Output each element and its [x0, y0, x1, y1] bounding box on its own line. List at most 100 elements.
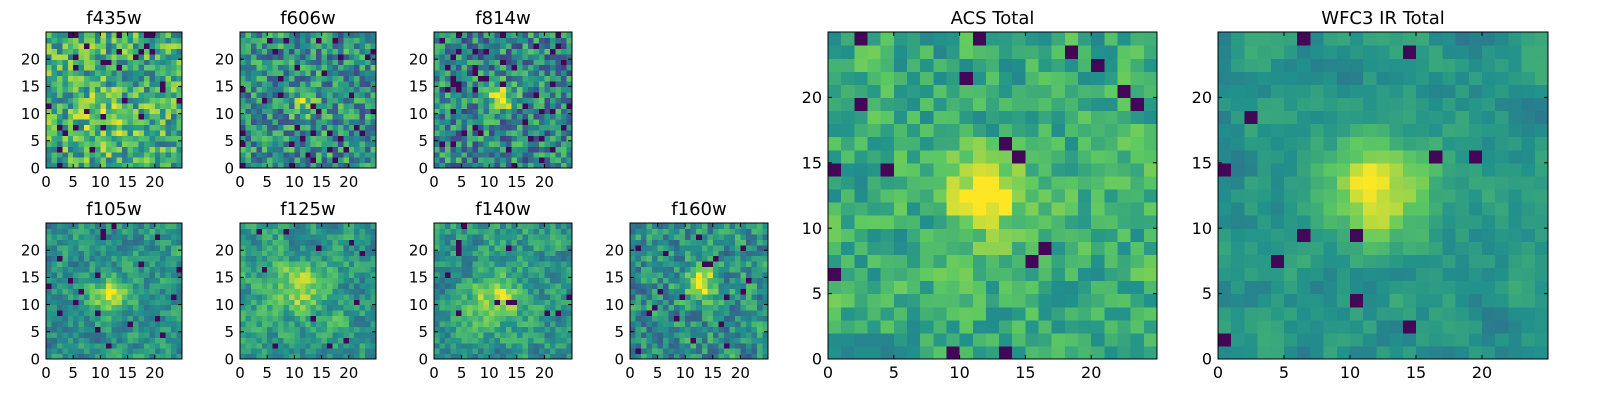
heatmap-cell — [690, 288, 697, 295]
heatmap-cell — [472, 315, 479, 322]
heatmap-cell — [321, 315, 328, 322]
heatmap-cell — [679, 348, 686, 355]
heatmap-cell — [89, 299, 96, 306]
heatmap-cell — [544, 331, 551, 338]
heatmap-cell — [734, 228, 741, 235]
heatmap-cell — [299, 53, 306, 60]
heatmap-cell — [343, 342, 350, 349]
heatmap-cell — [946, 188, 961, 203]
heatmap-cell — [690, 342, 697, 349]
heatmap-cell — [143, 59, 150, 66]
heatmap-cell — [1038, 280, 1053, 295]
heatmap-cell — [245, 299, 252, 306]
heatmap-cell — [160, 146, 167, 153]
heatmap-cell — [316, 102, 323, 109]
heatmap-cell — [160, 255, 167, 262]
y-tick-label: 15 — [605, 269, 624, 287]
chart-title: f105w — [86, 199, 141, 220]
heatmap-cell — [272, 223, 279, 230]
heatmap-cell — [461, 239, 468, 246]
heatmap-cell — [434, 228, 441, 235]
heatmap-cell — [668, 293, 675, 300]
heatmap-cell — [343, 113, 350, 120]
heatmap-cell — [707, 261, 714, 268]
heatmap-cell — [327, 86, 334, 93]
heatmap-cell — [646, 255, 653, 262]
heatmap-cell — [505, 157, 512, 164]
heatmap-cell — [635, 353, 642, 360]
heatmap-cell — [544, 113, 551, 120]
heatmap-cell — [278, 337, 285, 344]
heatmap-cell — [149, 146, 156, 153]
x-tick-label: 0 — [429, 173, 439, 191]
heatmap-cell — [310, 75, 317, 82]
heatmap-cell — [73, 271, 80, 278]
heatmap-cell — [365, 293, 372, 300]
heatmap-cell — [73, 348, 80, 355]
heatmap-cell — [240, 266, 247, 273]
heatmap-cell — [78, 64, 85, 71]
heatmap-cell — [511, 53, 518, 60]
axes-frame — [45, 222, 183, 360]
heatmap-cell — [250, 277, 257, 284]
heatmap-cell — [327, 129, 334, 136]
heatmap-cell — [456, 70, 463, 77]
heatmap-cell — [348, 32, 355, 39]
heatmap-cell — [56, 310, 63, 317]
heatmap-cell — [116, 102, 123, 109]
heatmap-cell — [1104, 188, 1119, 203]
heatmap-cell — [51, 326, 58, 333]
heatmap-cell — [740, 255, 747, 262]
heatmap-cell — [105, 239, 112, 246]
heatmap-cell — [133, 337, 140, 344]
heatmap-cell — [893, 162, 908, 177]
heatmap-cell — [566, 151, 573, 158]
heatmap-cell — [472, 261, 479, 268]
heatmap-cell — [494, 91, 501, 98]
heatmap-cell — [566, 299, 573, 306]
heatmap-cell — [472, 228, 479, 235]
heatmap-cell — [171, 228, 178, 235]
heatmap-cell — [933, 280, 948, 295]
heatmap-cell — [316, 342, 323, 349]
heatmap-cell — [756, 304, 764, 311]
heatmap-cell — [1064, 228, 1079, 242]
heatmap-cell — [434, 326, 441, 333]
heatmap-cell — [138, 223, 145, 230]
heatmap-cell — [555, 310, 562, 317]
heatmap-cell — [533, 342, 540, 349]
heatmap-cell — [240, 32, 247, 39]
heatmap-cell — [327, 293, 334, 300]
heatmap-cell — [343, 320, 350, 327]
heatmap-cell — [701, 320, 708, 327]
heatmap-cell — [560, 124, 568, 131]
heatmap-cell — [522, 157, 529, 164]
heatmap-cell — [538, 162, 545, 169]
heatmap-cell — [527, 48, 534, 55]
heatmap-cell — [505, 53, 512, 60]
heatmap-cell — [646, 266, 653, 273]
heatmap-cell — [674, 337, 681, 344]
heatmap-cell — [272, 146, 279, 153]
heatmap-cell — [267, 146, 274, 153]
heatmap-cell — [62, 151, 69, 158]
heatmap-cell — [456, 320, 463, 327]
heatmap-cell — [511, 157, 518, 164]
heatmap-cell — [250, 80, 257, 87]
heatmap-cell — [299, 129, 306, 136]
heatmap-cell — [122, 353, 129, 360]
heatmap-cell — [1130, 162, 1145, 177]
heatmap-cell — [841, 280, 855, 295]
heatmap-cell — [1038, 188, 1053, 203]
heatmap-cell — [880, 319, 895, 334]
heatmap-cell — [149, 135, 156, 142]
heatmap-cell — [51, 97, 58, 104]
heatmap-cell — [679, 233, 686, 240]
heatmap-cell — [94, 255, 101, 262]
heatmap-cell — [327, 64, 334, 71]
heatmap-cell — [729, 277, 736, 284]
heatmap-cell — [321, 140, 328, 147]
heatmap-cell — [84, 113, 91, 120]
heatmap-cell — [111, 223, 118, 230]
heatmap-cell — [450, 80, 457, 87]
